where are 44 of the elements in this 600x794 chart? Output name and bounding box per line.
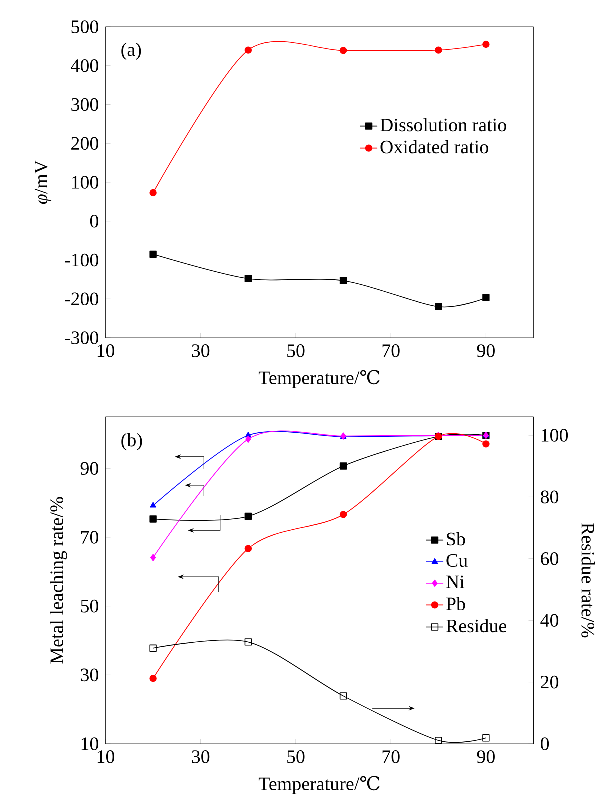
y-tick-label: -300	[65, 332, 99, 344]
annotation: (a)	[122, 42, 142, 60]
y-tick-label: 30	[81, 668, 99, 682]
x-tick-label: 10	[98, 344, 115, 358]
y-tick-label: 90	[80, 462, 99, 476]
x-tick-label: 70	[382, 344, 400, 358]
y2-tick-label: 60	[541, 552, 559, 566]
y-tick-label: 400	[71, 59, 99, 72]
y-tick-label: 70	[82, 531, 99, 544]
annotation: (b)	[122, 433, 142, 451]
y-tick-label: 100	[72, 176, 99, 189]
y-tick-label: -200	[65, 292, 99, 306]
x-tick-label: 90	[477, 344, 496, 358]
legend-label: Dissolution ratio	[380, 118, 507, 132]
y-tick-label: 0	[90, 214, 99, 228]
legend-label: Cu	[446, 554, 468, 568]
y2-tick-label: 80	[541, 490, 559, 504]
y2-tick-label: 40	[540, 614, 559, 628]
x-tick-label: 50	[288, 750, 305, 764]
legend-label: Residue	[446, 619, 507, 633]
legend-label: Sb	[447, 532, 466, 546]
y-tick-label: 50	[81, 600, 99, 613]
x-tick-label: 50	[288, 344, 305, 358]
y2-tick-label: 100	[542, 429, 568, 442]
y-axis-title: Metal leaching rate/%	[50, 497, 68, 664]
x-tick-label: 90	[477, 750, 496, 764]
y2-axis-title: Residue rate/%	[582, 523, 596, 638]
x-tick-label: 10	[98, 750, 115, 764]
legend-label: Ni	[446, 576, 465, 588]
y2-tick-label: 20	[541, 676, 559, 689]
y-tick-label: 500	[72, 20, 99, 34]
legend-label: Pb	[446, 597, 466, 611]
y-tick-label: 10	[82, 738, 99, 750]
legend-label: Oxidated ratio	[380, 140, 489, 154]
x-axis-title: Temperature/℃	[259, 370, 380, 388]
x-axis-title: Temperature/℃	[259, 776, 380, 794]
y-tick-label: 200	[72, 137, 99, 150]
x-tick-label: 70	[382, 750, 400, 764]
y-tick-label: 300	[72, 98, 99, 112]
x-tick-label: 30	[192, 750, 210, 764]
y-tick-label: -100	[65, 254, 99, 267]
y2-tick-label: 0	[541, 738, 550, 750]
y-axis-title: φ/mV	[35, 160, 52, 204]
x-tick-label: 30	[192, 344, 210, 358]
